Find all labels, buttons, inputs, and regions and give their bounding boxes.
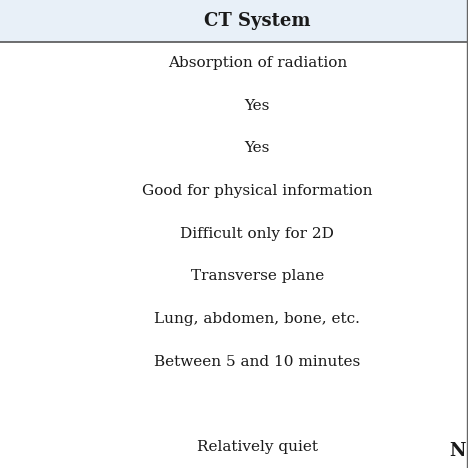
Text: Relatively quiet: Relatively quiet [197,440,318,453]
Bar [0,0,468,42]
Text: Between 5 and 10 minutes: Between 5 and 10 minutes [154,354,360,368]
Text: Transverse plane: Transverse plane [191,269,324,283]
Text: Lung, abdomen, bone, etc.: Lung, abdomen, bone, etc. [154,312,360,326]
Text: Absorption of radiation: Absorption of radiation [168,56,347,70]
Text: Good for physical information: Good for physical information [142,184,373,198]
Text: Yes: Yes [245,141,270,155]
Text: N: N [449,442,466,460]
Text: Difficult only for 2D: Difficult only for 2D [181,227,334,241]
Text: Yes: Yes [245,99,270,113]
Text: CT System: CT System [204,12,311,30]
